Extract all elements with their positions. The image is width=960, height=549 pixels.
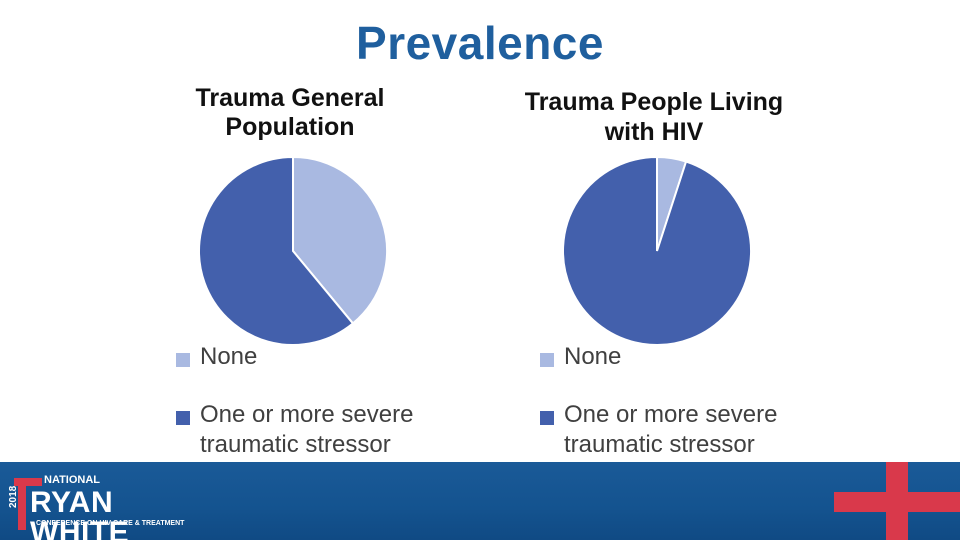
legend-label-none: None (200, 343, 258, 370)
legend-label-severe-line-2: traumatic stressor (200, 431, 391, 458)
legend-label-none: None (564, 343, 622, 370)
chart-title-line-2: with HIV (604, 118, 704, 146)
chart-title-line-1: Trauma People Living (524, 88, 784, 116)
legend-swatch-none (176, 353, 190, 367)
slide-title: Prevalence (356, 17, 604, 69)
legend-label-severe-line-2: traumatic stressor (564, 431, 755, 458)
logo-cross-horizontal (14, 478, 42, 486)
logo-name: RYAN WHITE (30, 486, 130, 549)
pie-chart-people-living-with-hiv: Trauma People Living with HIV None One o… (494, 82, 824, 462)
logo-year: 2018 (8, 485, 19, 508)
footer-band: 2018 NATIONAL RYAN WHITE CONFERENCE ON H… (0, 462, 960, 548)
legend-label-severe-line-1: One or more severe (200, 401, 414, 428)
pie-slice-severe (198, 156, 355, 346)
pie-slice-none (292, 156, 388, 325)
legend-swatch-none (540, 353, 554, 367)
corner-cross-mark (834, 462, 960, 540)
legend-swatch-severe (176, 411, 190, 425)
logo-national: NATIONAL (44, 474, 101, 486)
corner-cross-horizontal (834, 492, 960, 512)
chart-title-line-2: Population (225, 113, 355, 141)
pie-svg (562, 156, 752, 346)
ryan-white-conference-logo[interactable]: 2018 NATIONAL RYAN WHITE CONFERENCE ON H… (8, 472, 214, 548)
logo-cross-vertical (18, 478, 26, 530)
pie-slice-severe (562, 156, 752, 346)
pie-svg (198, 156, 388, 346)
legend-swatch-severe (540, 411, 554, 425)
logo-subtitle: CONFERENCE ON HIV CARE & TREATMENT (36, 520, 185, 527)
pie-chart-general-population: Trauma General Population None One or mo… (130, 82, 460, 462)
chart-title-line-1: Trauma General (195, 84, 385, 112)
legend-label-severe-line-1: One or more severe (564, 401, 778, 428)
